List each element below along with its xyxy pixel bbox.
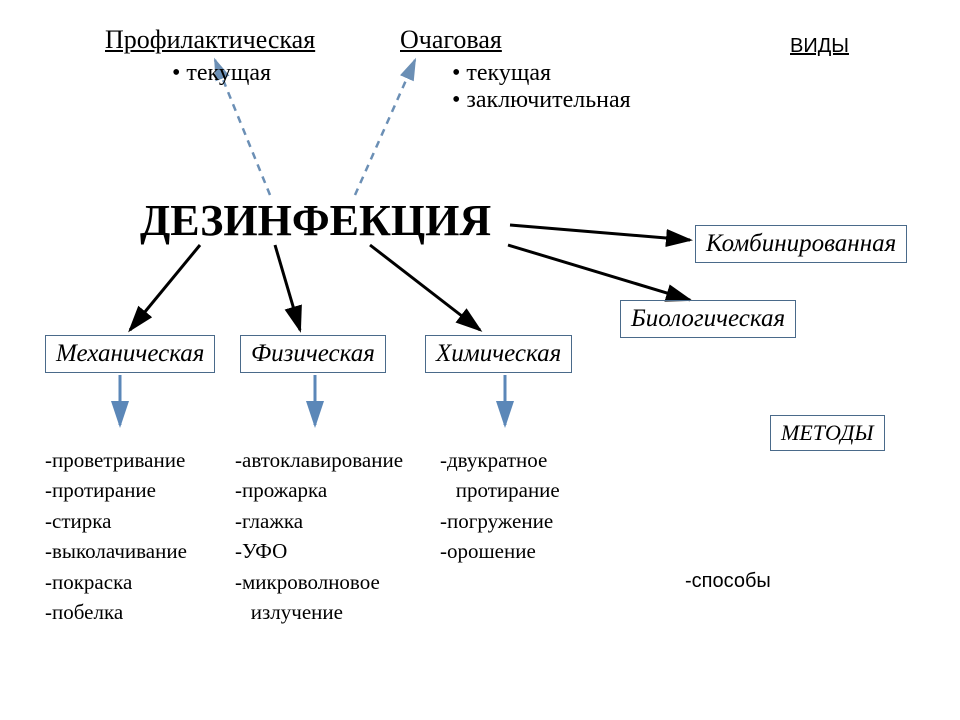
method-chemical-items: -двукратное протирание -погружение -орош…	[440, 445, 560, 567]
types-label: ВИДЫ	[790, 35, 849, 58]
type-prophylactic-bullets: текущая	[160, 60, 271, 87]
list-item: -проветривание	[45, 445, 187, 475]
list-item: протирание	[440, 475, 560, 505]
method-physical-box: Физическая	[240, 335, 386, 373]
list-item: -покраска	[45, 567, 187, 597]
list-item: -УФО	[235, 536, 403, 566]
list-item: -стирка	[45, 506, 187, 536]
bullet-item: текущая	[470, 60, 631, 87]
method-mechanical-items: -проветривание -протирание -стирка -выко…	[45, 445, 187, 628]
type-focal-bullets: текущая заключительная	[440, 60, 631, 114]
bullet-item: текущая	[190, 60, 271, 87]
list-item: -двукратное	[440, 445, 560, 475]
bullet-item: заключительная	[470, 87, 631, 114]
list-item: -выколачивание	[45, 536, 187, 566]
type-prophylactic-title: Профилактическая	[105, 25, 315, 55]
diagram-root: ДЕЗИНФЕКЦИЯ Профилактическая текущая Оча…	[0, 0, 960, 720]
main-title: ДЕЗИНФЕКЦИЯ	[140, 195, 491, 246]
list-item: -протирание	[45, 475, 187, 505]
type-focal-title: Очаговая	[400, 25, 502, 55]
ways-label: -способы	[685, 570, 771, 593]
method-biological-box: Биологическая	[620, 300, 796, 338]
method-combined-box: Комбинированная	[695, 225, 907, 263]
method-mechanical-box: Механическая	[45, 335, 215, 373]
list-item: -прожарка	[235, 475, 403, 505]
list-item: -побелка	[45, 597, 187, 627]
list-item: -глажка	[235, 506, 403, 536]
method-physical-items: -автоклавирование -прожарка -глажка -УФО…	[235, 445, 403, 628]
list-item: -орошение	[440, 536, 560, 566]
list-item: -погружение	[440, 506, 560, 536]
list-item: -автоклавирование	[235, 445, 403, 475]
list-item: излучение	[235, 597, 403, 627]
method-chemical-box: Химическая	[425, 335, 572, 373]
list-item: -микроволновое	[235, 567, 403, 597]
methods-label-box: МЕТОДЫ	[770, 415, 885, 451]
